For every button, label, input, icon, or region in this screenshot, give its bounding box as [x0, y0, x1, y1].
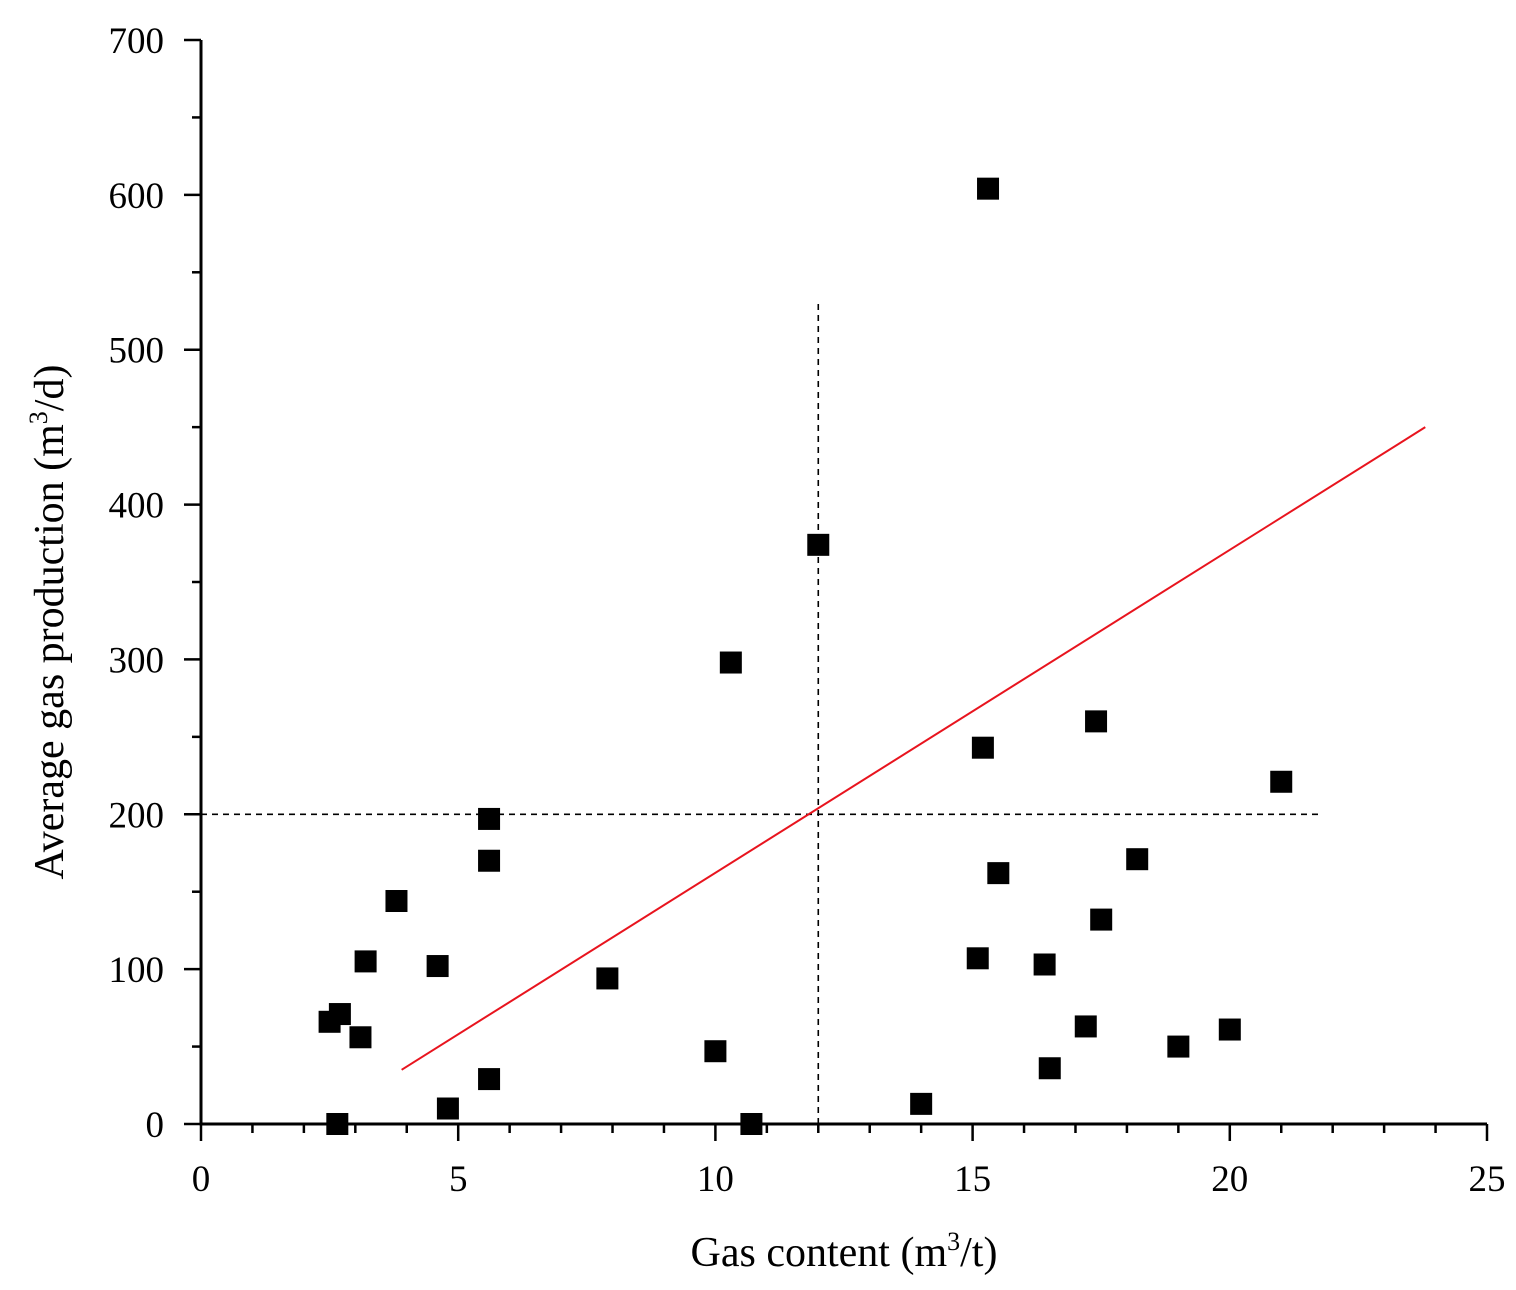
- data-point: [478, 807, 501, 830]
- data-point: [910, 1092, 933, 1115]
- x-axis-title-superscript: 3: [947, 1227, 960, 1256]
- data-points: [318, 177, 1293, 1135]
- data-point: [385, 890, 408, 913]
- y-tick-label: 100: [109, 950, 165, 991]
- data-point: [977, 177, 1000, 200]
- x-axis-title: Gas content (m3/t): [691, 1227, 998, 1276]
- data-point: [1167, 1035, 1190, 1058]
- data-point: [1126, 848, 1149, 871]
- y-axis-title-part: /d): [27, 365, 73, 412]
- y-tick-label: 300: [109, 640, 165, 681]
- x-axis-title-part: /t): [960, 1230, 997, 1276]
- data-point: [478, 1068, 501, 1091]
- data-point: [1090, 908, 1113, 931]
- x-tick-label: 10: [697, 1159, 734, 1200]
- data-point: [1085, 710, 1108, 733]
- data-point: [328, 1003, 351, 1026]
- y-tick-label: 600: [109, 176, 165, 217]
- x-axis-title-part: Gas content (m: [691, 1230, 948, 1276]
- reference-lines: [201, 303, 1323, 1124]
- data-point: [807, 533, 830, 556]
- data-point: [1038, 1057, 1061, 1080]
- y-tick-label: 200: [109, 795, 165, 836]
- data-point: [704, 1040, 727, 1063]
- data-point: [987, 862, 1010, 885]
- data-point: [478, 849, 501, 872]
- data-point: [1033, 953, 1056, 976]
- data-point: [349, 1026, 372, 1049]
- y-axis-title: Average gas production (m3/d): [24, 365, 73, 880]
- data-point: [436, 1097, 459, 1120]
- y-axis-title-part: Average gas production (m: [27, 424, 73, 880]
- fit-line: [401, 426, 1426, 1071]
- data-point: [596, 967, 619, 990]
- data-point: [971, 736, 994, 759]
- x-tick-label: 25: [1469, 1159, 1506, 1200]
- data-point: [426, 955, 449, 978]
- data-point: [719, 651, 742, 674]
- y-tick-label: 500: [109, 331, 165, 372]
- x-tick-label: 20: [1211, 1159, 1248, 1200]
- data-point: [1270, 770, 1293, 793]
- x-axis-ticks: 0 5 10 15 20 25: [192, 1124, 1506, 1200]
- data-point: [1218, 1018, 1241, 1041]
- y-tick-label: 0: [146, 1105, 165, 1146]
- y-axis-title-superscript: 3: [24, 411, 53, 424]
- x-tick-label: 5: [449, 1159, 468, 1200]
- x-tick-label: 15: [954, 1159, 991, 1200]
- y-tick-label: 700: [109, 21, 165, 62]
- data-point: [354, 950, 377, 973]
- y-axis-ticks: 0 100 200 300 400 500 600 700: [109, 21, 201, 1146]
- data-point: [1074, 1015, 1097, 1038]
- y-tick-label: 400: [109, 486, 165, 527]
- x-tick-label: 0: [192, 1159, 211, 1200]
- data-point: [966, 947, 989, 970]
- axes: [199, 40, 1487, 1126]
